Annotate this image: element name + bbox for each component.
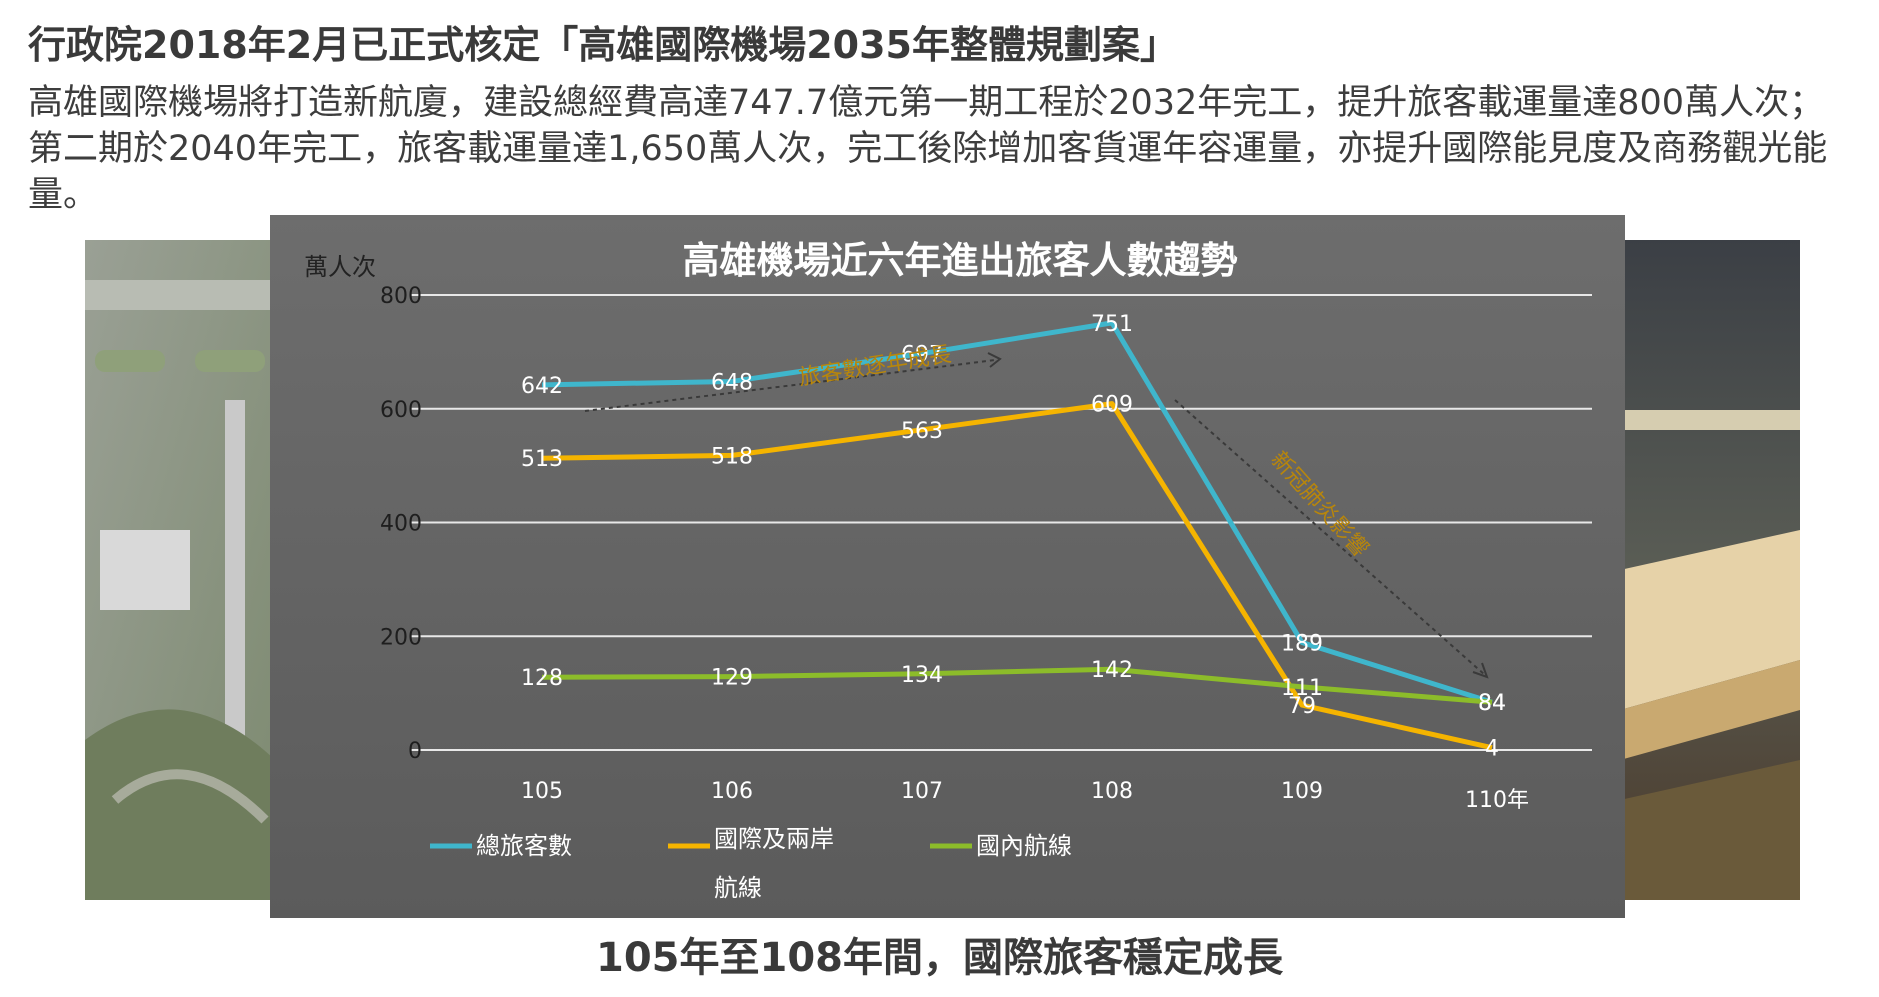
legend-label-total: 總旅客數 [476, 832, 572, 860]
chart-caption: 105年至108年間，國際旅客穩定成長 [596, 935, 1283, 981]
data-label: 563 [901, 419, 943, 444]
series-line [541, 401, 1493, 751]
x-tick-label: 109 [1281, 779, 1323, 804]
x-tick-label: 107 [901, 779, 943, 804]
data-label: 189 [1281, 632, 1323, 657]
legend-label-intl-line1: 國際及兩岸 [714, 825, 834, 853]
data-label: 513 [521, 447, 563, 472]
grid: 0 200 400 600 800 105 106 107 108 109 110年 [380, 284, 1592, 813]
annotation-growth: 旅客數逐年成長 [584, 342, 1002, 412]
series-line [541, 666, 1493, 705]
legend-label-intl-line2: 航線 [714, 874, 762, 902]
y-tick-label: 800 [380, 284, 422, 309]
x-tick-label: 106 [711, 779, 753, 804]
data-label: 128 [521, 666, 563, 691]
data-label: 79 [1288, 694, 1316, 719]
line-chart: 高雄機場近六年進出旅客人數趨勢 萬人次 0 200 400 600 800 105 106 1… [304, 239, 1592, 902]
data-label: 134 [901, 663, 943, 688]
data-label: 142 [1091, 658, 1133, 683]
data-label: 518 [711, 444, 753, 469]
y-axis-label: 萬人次 [304, 253, 376, 281]
data-label: 129 [711, 666, 753, 691]
legend-item-domestic: 國內航線 [930, 832, 1072, 860]
chart-title: 高雄機場近六年進出旅客人數趨勢 [683, 239, 1238, 282]
x-tick-label: 110年 [1465, 788, 1529, 813]
y-tick-label: 0 [408, 739, 422, 764]
x-tick-label: 105 [521, 779, 563, 804]
y-tick-label: 200 [380, 625, 422, 650]
annotation-covid-text: 新冠肺炎影響 [1266, 447, 1373, 562]
data-label: 111 [1281, 676, 1323, 701]
legend-item-intl: 國際及兩岸 航線 [668, 825, 834, 902]
data-label: 609 [1091, 393, 1133, 418]
data-label: 697 [901, 343, 943, 368]
series-lines [541, 320, 1493, 751]
y-tick-label: 400 [380, 512, 422, 537]
legend-label-domestic: 國內航線 [976, 832, 1072, 860]
data-label: 751 [1091, 312, 1133, 337]
legend-item-total: 總旅客數 [430, 832, 572, 860]
series-line [541, 320, 1493, 705]
data-label: 642 [521, 374, 563, 399]
legend: 總旅客數 國際及兩岸 航線 國內航線 [430, 825, 1072, 902]
x-tick-label: 108 [1091, 779, 1133, 804]
data-label: 4 [1485, 737, 1499, 762]
airport-aerial-image [85, 240, 275, 900]
terminal-render-image [1620, 240, 1800, 900]
chart-panel: 高雄機場近六年進出旅客人數趨勢 萬人次 0 200 400 600 800 105 106 1… [270, 215, 1625, 918]
y-tick-label: 600 [380, 398, 422, 423]
data-label: 84 [1478, 691, 1506, 716]
data-label: 84 [1478, 691, 1506, 716]
intro-paragraph: 高雄國際機場將打造新航廈，建設總經費高達747.7億元第一期工程於2032年完工… [28, 83, 1828, 215]
page-title: 行政院2018年2月已正式核定「高雄國際機場2035年整體規劃案」 [28, 23, 1178, 67]
annotation-growth-text: 旅客數逐年成長 [797, 342, 953, 391]
